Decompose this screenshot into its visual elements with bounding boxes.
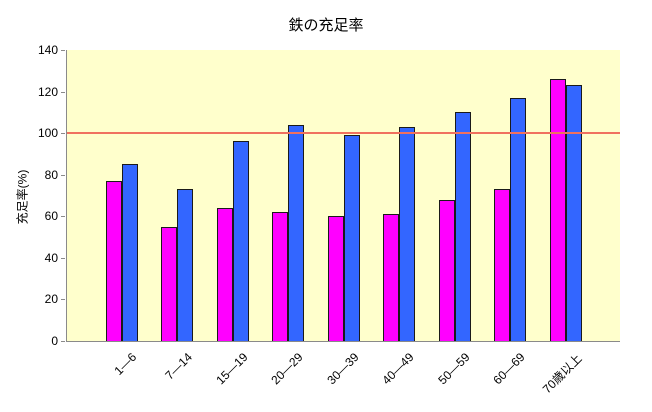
x-tick-label: 7—14 bbox=[162, 350, 195, 383]
bar-series-blue-7 bbox=[454, 112, 471, 341]
bar-series-blue-4 bbox=[288, 124, 304, 341]
y-tick-label: 40 bbox=[44, 250, 58, 265]
chart-title: 鉄の充足率 bbox=[288, 17, 364, 34]
x-tick-label: 60—69 bbox=[490, 350, 528, 388]
bar-series-blue-1 bbox=[121, 164, 138, 341]
y-tick-mark bbox=[61, 174, 65, 176]
plot-area bbox=[66, 50, 620, 342]
bar-series-magenta-8 bbox=[494, 189, 510, 341]
bar-series-blue-3 bbox=[232, 141, 249, 341]
x-tick-label: 15—19 bbox=[213, 350, 251, 388]
y-tick-mark bbox=[61, 91, 65, 93]
x-tick-label: 1—6 bbox=[111, 350, 140, 378]
y-tick-label: 140 bbox=[37, 43, 58, 57]
bar-series-magenta-3 bbox=[216, 207, 233, 341]
bar-series-magenta-4 bbox=[272, 212, 288, 341]
y-tick-label: 100 bbox=[37, 126, 58, 141]
bar-series-blue-5 bbox=[343, 135, 360, 341]
x-tick-label: 40—49 bbox=[379, 350, 417, 388]
y-tick-label: 60 bbox=[44, 209, 58, 224]
reference-line-100 bbox=[67, 132, 620, 135]
bar-series-blue-9 bbox=[565, 85, 582, 341]
x-tick-label: 20—29 bbox=[268, 350, 306, 388]
y-tick-label: 80 bbox=[44, 167, 58, 182]
y-tick-mark bbox=[61, 257, 65, 259]
bar-series-blue-2 bbox=[177, 189, 193, 341]
x-tick-label: 50—59 bbox=[435, 350, 473, 388]
bar-series-magenta-1 bbox=[105, 180, 122, 341]
y-tick-mark bbox=[61, 299, 65, 301]
y-tick-label: 0 bbox=[51, 334, 58, 348]
bar-series-magenta-5 bbox=[327, 216, 344, 341]
y-tick-mark bbox=[61, 50, 65, 51]
bar-series-blue-8 bbox=[510, 97, 526, 341]
bar-series-magenta-9 bbox=[549, 79, 566, 341]
bar-series-magenta-2 bbox=[161, 226, 177, 341]
x-tick-label: 70歳以上 bbox=[540, 351, 585, 397]
y-tick-label: 20 bbox=[44, 292, 58, 307]
y-tick-label: 120 bbox=[37, 84, 58, 99]
bar-series-blue-6 bbox=[399, 126, 415, 341]
y-tick-mark bbox=[61, 216, 65, 218]
bar-series-magenta-6 bbox=[383, 214, 399, 341]
y-tick-mark bbox=[61, 341, 65, 342]
bar-series-magenta-7 bbox=[438, 199, 455, 341]
x-tick-label: 30—39 bbox=[324, 350, 362, 388]
y-tick-mark bbox=[61, 133, 65, 135]
